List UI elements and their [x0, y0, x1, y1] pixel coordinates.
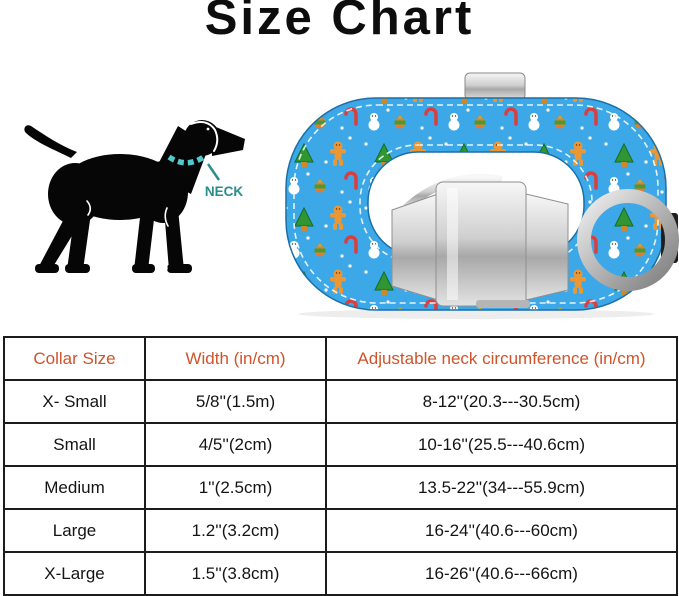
column-header-neck-circumference: Adjustable neck circumference (in/cm): [325, 336, 678, 381]
page-title: Size Chart: [204, 0, 475, 45]
collar-shadow: [298, 309, 654, 319]
dog-collar-mark: [167, 153, 207, 166]
cell-collar-size: X-Large: [3, 551, 146, 596]
cell-width: 1.5''(3.8cm): [144, 551, 327, 596]
column-header-collar-size: Collar Size: [3, 336, 146, 381]
dog-body-shape: [24, 120, 245, 273]
cell-neck: 13.5-22''(34---55.9cm): [325, 465, 678, 510]
cell-collar-size: X- Small: [3, 379, 146, 424]
column-header-width: Width (in/cm): [144, 336, 327, 381]
cell-width: 1.2''(3.2cm): [144, 508, 327, 553]
metal-buckle: [391, 173, 569, 308]
cell-width: 1''(2.5cm): [144, 465, 327, 510]
cell-neck: 10-16''(25.5---40.6cm): [325, 422, 678, 467]
dog-detail-lines: [86, 121, 219, 270]
metal-slide-adjuster: [464, 72, 526, 101]
table-row: Medium 1''(2.5cm) 13.5-22''(34---55.9cm): [3, 465, 678, 510]
table-row: X- Small 5/8''(1.5m) 8-12''(20.3---30.5c…: [3, 379, 678, 424]
dog-silhouette: NECK: [24, 120, 245, 273]
table-header-row: Collar Size Width (in/cm) Adjustable nec…: [3, 336, 678, 381]
neck-pointer-line: [206, 163, 221, 181]
table-row: X-Large 1.5''(3.8cm) 16-26''(40.6---66cm…: [3, 551, 678, 596]
collar-product-photo: [285, 72, 679, 319]
cell-neck: 8-12''(20.3---30.5cm): [325, 379, 678, 424]
cell-collar-size: Large: [3, 508, 146, 553]
cell-width: 4/5''(2cm): [144, 422, 327, 467]
table-row: Small 4/5''(2cm) 10-16''(25.5---40.6cm): [3, 422, 678, 467]
metal-d-ring: [577, 189, 679, 291]
cell-collar-size: Small: [3, 422, 146, 467]
neck-label: NECK: [205, 184, 244, 199]
cell-collar-size: Medium: [3, 465, 146, 510]
table-row: Large 1.2''(3.2cm) 16-24''(40.6---60cm): [3, 508, 678, 553]
cell-width: 5/8''(1.5m): [144, 379, 327, 424]
cell-neck: 16-24''(40.6---60cm): [325, 508, 678, 553]
cell-neck: 16-26''(40.6---66cm): [325, 551, 678, 596]
size-table: Collar Size Width (in/cm) Adjustable nec…: [3, 336, 678, 596]
